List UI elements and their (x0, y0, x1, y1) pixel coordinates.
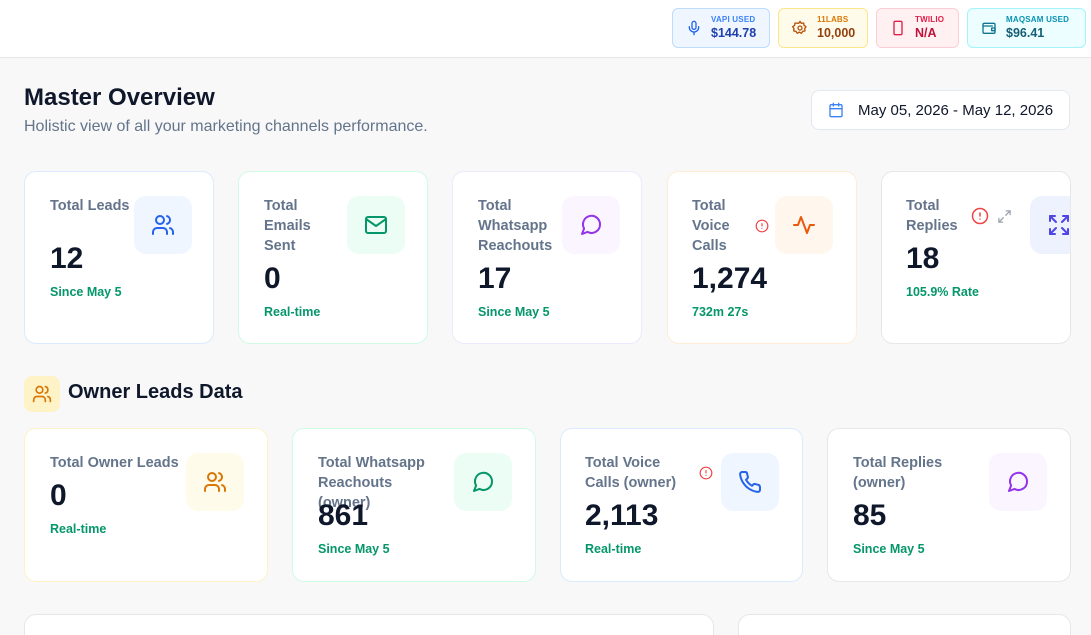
mail-icon (347, 196, 405, 254)
card-value: 2,113 (585, 499, 659, 532)
owner-whatsapp-card[interactable]: Total Whatsapp Reachouts (owner) 861 Sin… (292, 428, 536, 582)
chat-bubble-icon (989, 453, 1047, 511)
whatsapp-icon (454, 453, 512, 511)
card-subtext: Since May 5 (50, 285, 122, 299)
card-subtext: Since May 5 (318, 542, 390, 556)
total-emails-card[interactable]: Total Emails Sent 0 Real-time (238, 171, 428, 344)
card-subtext: Since May 5 (853, 542, 925, 556)
microphone-icon (683, 17, 705, 39)
maqsam-usage-label: MAQSAM USED (1006, 15, 1070, 25)
card-value: 1,274 (692, 262, 768, 295)
info-icon[interactable] (699, 466, 713, 480)
calendar-icon (828, 102, 844, 118)
gear-icon (789, 17, 811, 39)
owner-section-title: Owner Leads Data (68, 381, 243, 403)
info-icon[interactable] (971, 207, 989, 225)
vapi-usage-label: VAPI USED (711, 15, 756, 25)
date-range-label: May 05, 2026 - May 12, 2026 (858, 101, 1054, 119)
page-subtitle: Holistic view of all your marketing chan… (24, 118, 428, 135)
elevenlabs-usage-badge[interactable]: 11LABS 10,000 (778, 8, 868, 48)
card-value: 0 (50, 479, 67, 512)
owner-replies-card[interactable]: Total Replies (owner) 85 Since May 5 (827, 428, 1071, 582)
total-leads-card[interactable]: Total Leads 12 Since May 5 (24, 171, 214, 344)
phone-device-icon (887, 17, 909, 39)
card-value: 17 (478, 262, 512, 295)
owner-section-icon (24, 376, 60, 412)
card-value: 12 (50, 242, 84, 275)
card-subtext: 732m 27s (692, 305, 749, 319)
users-icon (186, 453, 244, 511)
card-label: Total Voice Calls (owner) (585, 455, 677, 491)
vapi-usage-badge[interactable]: VAPI USED $144.78 (672, 8, 770, 48)
total-owner-leads-card[interactable]: Total Owner Leads 0 Real-time (24, 428, 268, 582)
total-voice-calls-card[interactable]: Total Voice Calls 1,274 732m 27s (667, 171, 857, 344)
total-replies-card[interactable]: Total Replies 18 105.9% Rate (881, 171, 1071, 344)
card-label: Total Replies (906, 198, 958, 234)
users-icon (134, 196, 192, 254)
maqsam-usage-badge[interactable]: MAQSAM USED $96.41 (967, 8, 1086, 48)
card-subtext: Real-time (585, 542, 642, 556)
chart-panel-left (24, 614, 714, 635)
elevenlabs-usage-label: 11LABS (817, 15, 849, 25)
card-value: 85 (853, 499, 887, 532)
chart-panel-right (738, 614, 1071, 635)
card-subtext: 105.9% Rate (906, 285, 979, 299)
card-label: Total Replies (owner) (853, 455, 943, 491)
expand-icon (1030, 196, 1070, 254)
info-icon[interactable] (755, 219, 769, 233)
twilio-usage-label: TWILIO (915, 15, 945, 25)
card-label: Total Emails Sent (264, 198, 311, 254)
date-range-picker[interactable]: May 05, 2026 - May 12, 2026 (811, 90, 1070, 130)
card-label: Total Voice Calls (692, 198, 730, 254)
twilio-usage-value: N/A (915, 26, 937, 41)
card-value: 0 (264, 262, 281, 295)
card-subtext: Real-time (50, 522, 107, 536)
owner-voice-calls-card[interactable]: Total Voice Calls (owner) 2,113 Real-tim… (560, 428, 803, 582)
vapi-usage-value: $144.78 (711, 26, 757, 41)
wallet-icon (978, 17, 1000, 39)
total-whatsapp-card[interactable]: Total Whatsapp Reachouts 17 Since May 5 (452, 171, 642, 344)
elevenlabs-usage-value: 10,000 (817, 26, 856, 41)
card-value: 861 (318, 499, 369, 532)
card-label: Total Owner Leads (50, 455, 179, 471)
card-subtext: Since May 5 (478, 305, 550, 319)
card-subtext: Real-time (264, 305, 321, 319)
page-title: Master Overview (24, 84, 215, 111)
card-value: 18 (906, 242, 940, 275)
activity-icon (775, 196, 833, 254)
card-label: Total Whatsapp Reachouts (478, 198, 553, 254)
maqsam-usage-value: $96.41 (1006, 26, 1045, 41)
card-label: Total Leads (50, 198, 130, 214)
phone-icon (721, 453, 779, 511)
chat-bubble-icon (562, 196, 620, 254)
card-label: Total Whatsapp Reachouts (owner) (318, 455, 425, 511)
twilio-usage-badge[interactable]: TWILIO N/A (876, 8, 959, 48)
top-bar: VAPI USED $144.78 11LABS 10,000 TWILIO N… (0, 0, 1091, 58)
maximize-icon[interactable] (997, 209, 1012, 224)
